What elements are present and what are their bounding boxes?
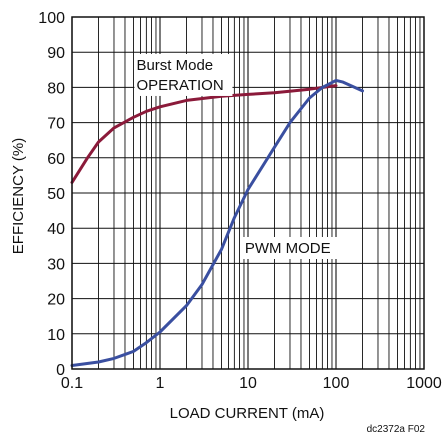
tick-labels: 0 10 20 30 40 50 60 70 80 90 100 0.1 1 10 100 1000 (38, 10, 442, 392)
plot-frame (71, 16, 425, 370)
y-tick-label: 70 (47, 116, 65, 133)
y-tick-label: 80 (47, 80, 65, 97)
y-axis-title: EFFICIENCY (%) (10, 138, 27, 254)
series-lines (70, 78, 364, 367)
annotation-label: OPERATION (136, 77, 223, 94)
y-tick-label: 30 (47, 256, 65, 273)
x-axis-title: LOAD CURRENT (mA) (170, 405, 325, 422)
y-tick-label: 20 (47, 292, 65, 309)
x-tick-label: 10 (239, 375, 257, 392)
annotation-backing (134, 53, 233, 96)
annotation-label: Burst Mode (136, 57, 213, 74)
y-tick-label: 60 (47, 151, 65, 168)
y-tick-label: 10 (47, 327, 65, 344)
annotation-backing (242, 237, 339, 259)
grid (71, 16, 424, 370)
y-tick-label: 50 (47, 186, 65, 203)
x-tick-label: 1 (156, 375, 165, 392)
burst-mode-line (70, 84, 338, 184)
x-tick-label: 0.1 (61, 375, 83, 392)
x-tick-label: 1000 (406, 375, 442, 392)
y-tick-label: 100 (38, 10, 65, 27)
x-tick-label: 100 (323, 375, 350, 392)
annotation-label: PWM MODE (245, 240, 331, 257)
y-tick-label: 0 (56, 362, 65, 379)
figure-code: dc2372a F02 (367, 424, 426, 435)
y-tick-label: 40 (47, 221, 65, 238)
annotations: Burst Mode OPERATION PWM MODE (134, 53, 339, 259)
y-tick-label: 90 (47, 45, 65, 62)
pwm-mode-line (70, 78, 364, 367)
